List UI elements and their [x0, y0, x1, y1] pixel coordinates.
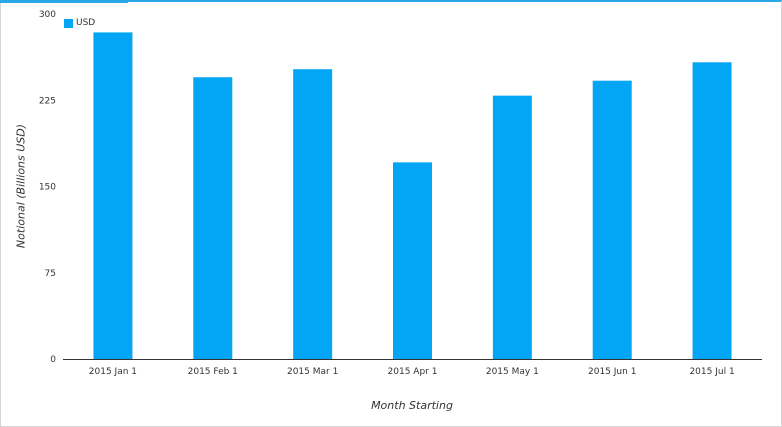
x-tick-label: 2015 Jan 1 [89, 367, 137, 377]
bar [592, 80, 632, 359]
x-tick-label: 2015 Feb 1 [188, 367, 238, 377]
x-tick-label: 2015 Jun 1 [588, 367, 636, 377]
x-tick-label: 2015 Apr 1 [388, 367, 438, 377]
bar [492, 95, 532, 360]
x-tick-label: 2015 May 1 [486, 367, 539, 377]
x-tick-label: 2015 Mar 1 [287, 367, 338, 377]
bar [93, 32, 133, 360]
bar [193, 77, 233, 359]
y-tick-label: 75 [45, 269, 56, 279]
bar [692, 62, 732, 360]
legend-label: USD [76, 18, 96, 28]
y-tick-label: 225 [39, 96, 56, 106]
x-axis-title: Month Starting [371, 399, 453, 412]
y-tick-label: 300 [39, 10, 56, 20]
top-accent-line [0, 0, 128, 3]
y-tick-label: 150 [39, 183, 56, 193]
x-tick-label: 2015 Jul 1 [689, 367, 734, 377]
legend-swatch [64, 18, 73, 28]
bar [293, 69, 333, 359]
legend[interactable]: USD [64, 18, 95, 28]
y-tick-label: 0 [50, 355, 56, 365]
bar [393, 162, 432, 359]
